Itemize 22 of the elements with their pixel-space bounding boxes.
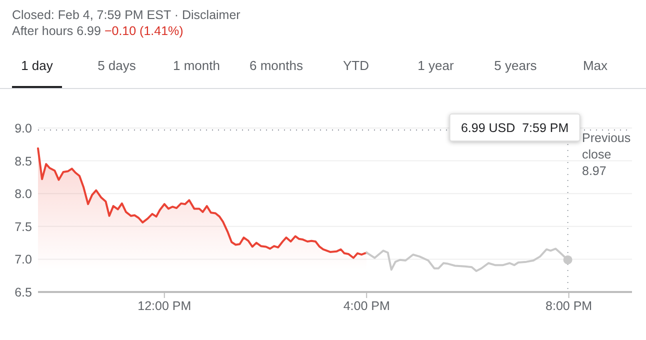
y-tick-label: 7.5 (14, 220, 32, 234)
y-tick-label: 6.5 (14, 286, 32, 300)
x-tick-label: 4:00 PM (343, 299, 390, 313)
text: 1 year (418, 58, 454, 73)
text: 1 day (21, 58, 54, 73)
text: YTD (343, 58, 369, 73)
x-tick-label: 8:00 PM (546, 299, 592, 313)
ref-line-label: Previous close 8.97 (582, 130, 631, 178)
text: −0.10 (1.41%) (100, 24, 184, 38)
y-tick-label: 8.0 (14, 187, 32, 202)
text: Max (582, 58, 608, 73)
text: 5 years (494, 58, 538, 73)
y-tick-label: 7.0 (14, 252, 32, 267)
y-tick-label: 8.5 (14, 154, 32, 168)
text: 5 days (98, 58, 136, 73)
chart-title: Closed: Feb 4, 7:59 PM EST · Disclaimer (12, 8, 240, 22)
text: 1 month (173, 58, 220, 73)
y-tick-label: 9.0 (14, 122, 32, 136)
annotation: 6.99 USD 7:59 PM (460, 121, 569, 135)
x-tick-label: 12:00 PM (138, 299, 192, 313)
text: After hours 6.99 (12, 24, 101, 38)
text: 6 months (250, 58, 304, 73)
